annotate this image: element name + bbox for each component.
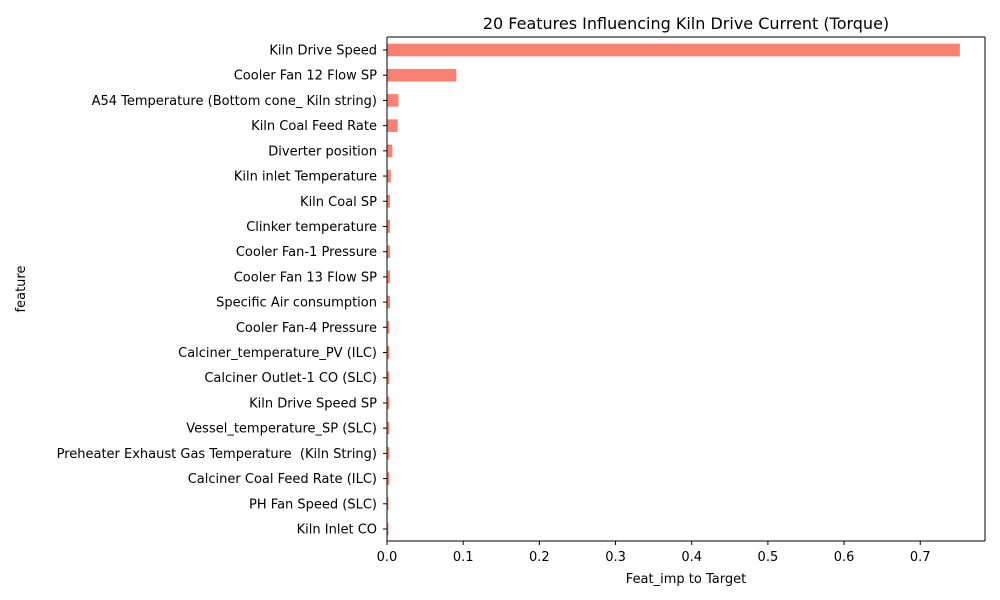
- bar: [387, 522, 389, 536]
- x-tick-label: 0.4: [681, 550, 702, 565]
- y-tick-label: Specific Air consumption: [216, 296, 377, 311]
- y-tick-label: Kiln Drive Speed: [269, 44, 377, 59]
- bar: [387, 396, 390, 410]
- x-axis-label: Feat_imp to Target: [626, 572, 746, 587]
- y-tick-label: Kiln Inlet CO: [297, 523, 377, 538]
- bar: [387, 447, 390, 460]
- y-tick-label: Vessel_temperature_SP (SLC): [186, 422, 377, 437]
- y-tick-label: Cooler Fan-1 Pressure: [236, 245, 377, 260]
- bar: [387, 270, 391, 284]
- y-tick-labels: Kiln Drive Speed Cooler Fan 12 Flow SP A54…: [57, 44, 387, 538]
- y-tick-label: Kiln Drive Speed SP: [249, 396, 377, 411]
- bars-group: [387, 43, 960, 536]
- bar: [387, 68, 457, 82]
- bar: [387, 371, 390, 385]
- x-tick-label: 0.2: [529, 550, 550, 565]
- bar: [387, 321, 390, 334]
- y-tick-label: Cooler Fan 13 Flow SP: [234, 270, 377, 285]
- bar: [387, 119, 398, 132]
- bar: [387, 497, 389, 511]
- y-tick-label: PH Fan Speed (SLC): [249, 497, 377, 512]
- y-tick-label: Cooler Fan 12 Flow SP: [234, 69, 377, 84]
- x-tick-label: 0.0: [377, 550, 398, 565]
- chart-title: 20 Features Influencing Kiln Drive Curre…: [483, 14, 889, 33]
- bar: [387, 472, 390, 485]
- x-tick-label: 0.7: [910, 550, 931, 565]
- bar: [387, 346, 390, 359]
- y-axis-label: feature: [14, 266, 29, 313]
- x-tick-label: 0.1: [453, 550, 474, 565]
- y-tick-label: Diverter position: [268, 144, 377, 159]
- y-tick-label: Kiln Coal SP: [300, 195, 377, 210]
- bar: [387, 421, 390, 435]
- bar: [387, 43, 960, 57]
- bar: [387, 245, 391, 258]
- y-tick-label: Kiln Coal Feed Rate: [251, 119, 377, 134]
- y-tick-label: Clinker temperature: [246, 220, 377, 235]
- x-tick-labels: 0.0 0.1 0.2 0.3 0.4 0.5 0.6 0.7: [377, 541, 931, 565]
- bar: [387, 169, 391, 183]
- x-tick-label: 0.6: [834, 550, 855, 565]
- y-tick-label: Calciner Coal Feed Rate (ILC): [188, 472, 377, 487]
- bar: [387, 220, 391, 233]
- bar: [387, 144, 393, 158]
- y-tick-label: Calciner_temperature_PV (ILC): [178, 346, 377, 361]
- y-tick-label: A54 Temperature (Bottom cone_ Kiln strin…: [92, 94, 377, 109]
- x-tick-label: 0.3: [605, 550, 626, 565]
- y-tick-label: Preheater Exhaust Gas Temperature (Kiln …: [57, 447, 377, 462]
- bar: [387, 295, 391, 309]
- y-tick-label: Kiln inlet Temperature: [234, 170, 377, 185]
- x-tick-label: 0.5: [758, 550, 779, 565]
- bar: [387, 194, 391, 208]
- y-tick-label: Calciner Outlet-1 CO (SLC): [204, 371, 377, 386]
- bar: [387, 94, 399, 107]
- y-tick-label: Cooler Fan-4 Pressure: [236, 321, 377, 336]
